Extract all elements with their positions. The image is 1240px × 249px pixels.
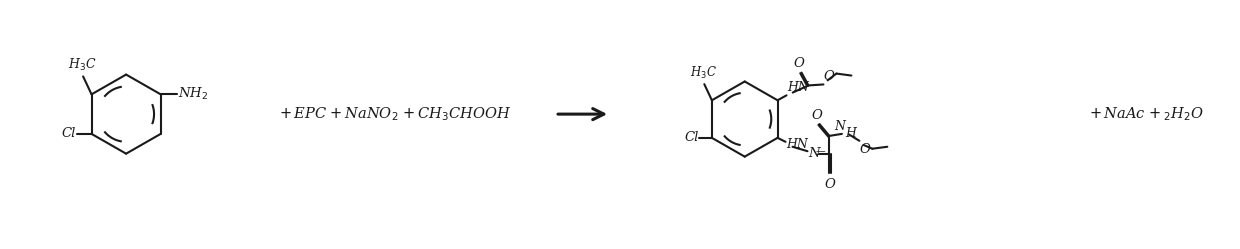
Text: $+\,$EPC $+\,$NaNO$_2$ $+\,$CH$_3$CHOOH: $+\,$EPC $+\,$NaNO$_2$ $+\,$CH$_3$CHOOH <box>279 105 511 123</box>
Text: O: O <box>823 70 835 83</box>
Text: H: H <box>846 127 857 140</box>
Text: H$_3$C: H$_3$C <box>68 57 97 73</box>
Text: H$_3$C: H$_3$C <box>689 65 717 81</box>
Text: HN: HN <box>787 81 808 94</box>
Text: N: N <box>808 147 820 160</box>
Text: Cl: Cl <box>684 131 699 144</box>
Text: O: O <box>825 178 835 191</box>
Text: O: O <box>794 57 805 70</box>
Text: HN: HN <box>786 138 808 151</box>
Text: Cl: Cl <box>62 127 76 140</box>
Text: N: N <box>835 121 844 133</box>
Text: O: O <box>859 143 870 156</box>
Text: $+\,$NaAc $+\,_{2}$H$_2$O: $+\,$NaAc $+\,_{2}$H$_2$O <box>1089 105 1204 123</box>
Text: O: O <box>811 109 822 122</box>
Text: =: = <box>815 147 826 161</box>
Text: NH$_2$: NH$_2$ <box>177 86 208 102</box>
